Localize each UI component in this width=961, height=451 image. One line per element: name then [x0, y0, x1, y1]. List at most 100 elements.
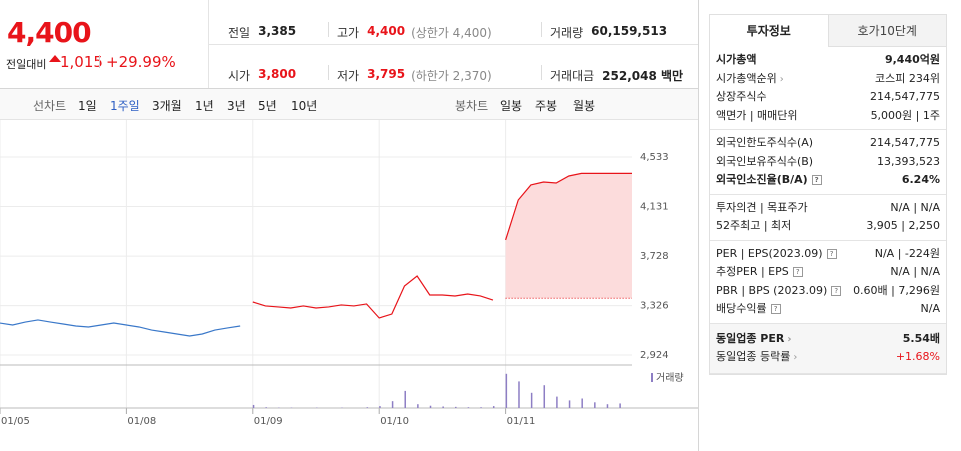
price: 4,400 [7, 16, 92, 49]
volume-bar [556, 396, 558, 408]
info-value: N/A | -224원 [874, 246, 940, 260]
info-value: 13,393,523 [877, 154, 940, 168]
stat-sep [541, 65, 542, 80]
info-label: 액면가 | 매매단위 [716, 108, 798, 122]
stat-label: 전일 [228, 26, 251, 40]
volume-bar [379, 406, 381, 408]
info-label: 52주최고 | 최저 [716, 219, 792, 232]
volume-bar [404, 390, 406, 408]
stat-value: 60,159,513 [591, 24, 668, 38]
x-tick-label: 01/09 [254, 416, 283, 427]
info-row: 외국인소진율(B/A)? 6.24% [710, 171, 946, 190]
info-label-wrap: 외국인보유주식수(B) [716, 153, 813, 172]
volume-bar [467, 407, 470, 408]
stat-label: 고가 [337, 26, 360, 40]
candle-button[interactable]: 일봉 [500, 99, 523, 113]
volume-bar [442, 406, 444, 408]
info-group: 동일업종 PER › 5.54배 동일업종 등락률 › +1.68% [710, 323, 946, 374]
tabs: 투자정보 호가10단계 [710, 15, 946, 47]
volume-legend: 거래량 [656, 372, 684, 384]
link-arrow: › [787, 333, 792, 345]
info-value: 코스피 234위 [875, 71, 940, 85]
info-row: PER | EPS(2023.09)? N/A | -224원 [710, 245, 946, 264]
tab[interactable]: 투자정보 [746, 24, 791, 38]
info-value: 5,000원 | 1주 [870, 108, 940, 122]
period-button[interactable]: 1년 [195, 99, 214, 113]
x-tick-label: 01/10 [380, 416, 409, 427]
help-icon: ? [770, 304, 781, 314]
info-label-wrap: PBR | BPS (2023.09)? [716, 282, 842, 301]
info-label: 상장주식수 [716, 90, 767, 103]
info-panel: 투자정보 호가10단계 시가총액 9,440억원 시가총액순위 › 코스피 234위 상장주식… [709, 14, 947, 375]
period-button[interactable]: 1일 [78, 99, 97, 113]
volume-bar [366, 407, 369, 408]
volume-bar [492, 406, 495, 408]
x-tick-label: 01/05 [1, 416, 30, 427]
info-label-wrap: 배당수익률? [716, 300, 781, 319]
stat-value: 3,800 [258, 67, 297, 81]
volume-bar [530, 392, 533, 408]
info-label-wrap: 동일업종 등락률 › [716, 348, 797, 367]
info-value: N/A [920, 302, 940, 315]
volume-bar [568, 400, 571, 408]
volume-bar [543, 385, 546, 408]
volume-bar [265, 407, 267, 408]
info-label-wrap: 시가총액순위 › [716, 70, 784, 89]
stat-sep [328, 65, 329, 80]
info-label: 추정PER | EPS [716, 265, 789, 278]
stat-label: 저가 [337, 69, 360, 83]
stat-value: 3,385 [258, 24, 297, 38]
info-label: 외국인한도주식수(A) [716, 136, 814, 149]
change-label: 전일대비 [6, 58, 47, 71]
info-label: 동일업종 등락률 [716, 350, 791, 363]
y-tick-label: 2,924 [640, 350, 669, 361]
candle-button[interactable]: 월봉 [573, 99, 596, 113]
info-row: PBR | BPS (2023.09)? 0.60배 | 7,296원 [710, 282, 946, 301]
tab[interactable]: 호가10단계 [827, 15, 946, 47]
info-row: 투자의견 | 목표주가 N/A | N/A [710, 199, 946, 218]
volume-bar [581, 398, 583, 408]
period-button[interactable]: 5년 [258, 99, 277, 113]
info-label-wrap: PER | EPS(2023.09)? [716, 245, 837, 264]
info-value: N/A | N/A [890, 200, 940, 214]
up-icon [49, 55, 61, 62]
period-button[interactable]: 3년 [227, 99, 246, 113]
info-group: 투자의견 | 목표주가 N/A | N/A 52주최고 | 최저 3,905 | 2,… [710, 195, 946, 241]
info-label-wrap: 외국인한도주식수(A) [716, 134, 813, 153]
info-row: 52주최고 | 최저 3,905 | 2,250 [710, 217, 946, 236]
period-button[interactable]: 1주일 [110, 99, 140, 113]
volume-bar [417, 404, 419, 408]
stat-sep [541, 22, 542, 37]
info-label-wrap: 액면가 | 매매단위 [716, 107, 798, 126]
info-row: 액면가 | 매매단위 5,000원 | 1주 [710, 107, 946, 126]
info-row: 외국인한도주식수(A) 214,547,775 [710, 134, 946, 153]
header-border [0, 88, 699, 89]
volume-bar [391, 401, 394, 408]
volume-legend-swatch [651, 373, 653, 382]
volume-bar [505, 373, 508, 408]
info-label-wrap: 동일업종 PER › [716, 330, 791, 349]
info-value: 214,547,775 [870, 90, 940, 103]
period-button[interactable]: 10년 [291, 99, 318, 113]
info-row: 시가총액 9,440억원 [710, 51, 946, 70]
chart: 2,924 3,326 3,728 4,131 4,533 01/05 01/08 01/09… [0, 120, 698, 427]
stat-value: 4,400 [367, 24, 406, 38]
period-button[interactable]: 3개월 [152, 99, 182, 113]
info-group: 외국인한도주식수(A) 214,547,775 외국인보유주식수(B) 13,393,… [710, 130, 946, 195]
info-label: PBR | BPS (2023.09) [716, 283, 828, 297]
candle-button[interactable]: 주봉 [535, 99, 558, 113]
info-label-wrap: 52주최고 | 최저 [716, 217, 791, 236]
info-label-wrap: 상장주식수 [716, 88, 767, 107]
info-value: 3,905 | 2,250 [866, 219, 940, 232]
info-label: 시가총액순위 [716, 71, 777, 85]
info-value: 9,440억원 [884, 53, 940, 66]
info-label-wrap: 투자의견 | 목표주가 [716, 199, 808, 218]
toolbar-border [0, 119, 699, 120]
help-icon: ? [826, 248, 837, 259]
info-value: 0.60배 | 7,296원 [853, 283, 940, 297]
x-tick-label: 01/11 [507, 416, 536, 427]
stat-note: (상한가 4,400) [411, 26, 492, 40]
help-icon: ? [831, 285, 842, 296]
